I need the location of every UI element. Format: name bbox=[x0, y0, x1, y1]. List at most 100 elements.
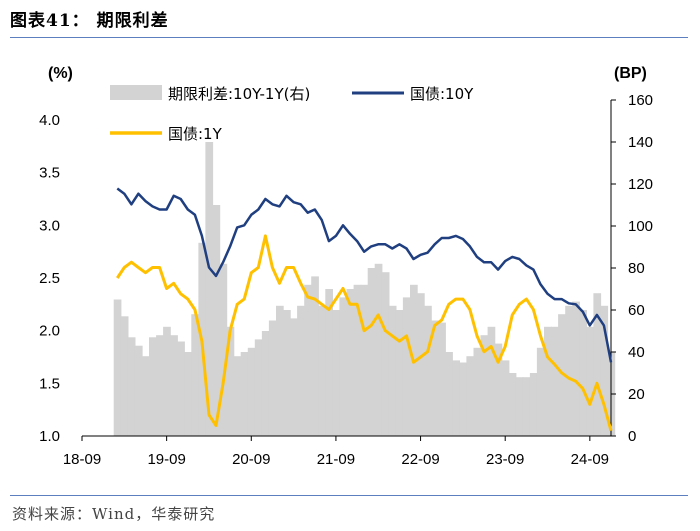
source-note: 资料来源：Wind，华泰研究 bbox=[12, 505, 216, 523]
spread-bar bbox=[473, 347, 482, 436]
x-tick-label: 19-09 bbox=[147, 451, 185, 468]
spread-bar bbox=[431, 320, 439, 436]
spread-bar bbox=[240, 352, 249, 436]
x-tick-label: 23-09 bbox=[486, 451, 524, 468]
legend-swatch-spread bbox=[110, 85, 162, 100]
spread-bar bbox=[304, 284, 312, 436]
spread-bar bbox=[374, 263, 383, 436]
spread-bar bbox=[311, 276, 319, 436]
spread-bar bbox=[318, 305, 326, 436]
spread-bar bbox=[515, 377, 524, 436]
axes-layer: 1.0 1.5 2.0 2.5 3.0 3.5 4.0 0 20 40 60 80 100 120 140 1… bbox=[39, 92, 653, 468]
spread-bar bbox=[184, 352, 192, 436]
x-tick-label: 21-09 bbox=[317, 451, 355, 468]
right-tick-label: 100 bbox=[628, 218, 653, 235]
spread-bar bbox=[247, 347, 256, 436]
right-tick-label: 20 bbox=[628, 386, 645, 403]
spread-bar bbox=[170, 335, 178, 436]
spread-bar bbox=[494, 343, 503, 436]
spread-bar bbox=[339, 297, 348, 436]
spread-bar bbox=[353, 284, 362, 436]
right-tick-label: 80 bbox=[628, 260, 645, 277]
spread-bar bbox=[536, 347, 545, 436]
left-tick-label: 2.0 bbox=[39, 323, 60, 340]
spread-bar bbox=[544, 326, 552, 436]
spread-bar bbox=[268, 320, 277, 436]
spread-bar bbox=[466, 356, 475, 436]
spread-bar bbox=[459, 362, 468, 436]
spread-bar bbox=[395, 310, 404, 436]
spread-bar bbox=[586, 326, 594, 436]
spread-bar bbox=[381, 272, 390, 436]
spread-bar bbox=[283, 310, 291, 436]
spread-area-layer bbox=[113, 142, 616, 436]
spread-bar bbox=[113, 299, 122, 436]
spread-bar bbox=[367, 268, 376, 436]
left-axis-unit: (%) bbox=[48, 65, 73, 82]
spread-bar bbox=[508, 373, 517, 436]
spread-bar bbox=[254, 339, 263, 436]
spread-bar bbox=[579, 310, 587, 436]
spread-bar bbox=[402, 297, 411, 436]
right-tick-label: 40 bbox=[628, 344, 645, 361]
spread-bar bbox=[522, 377, 531, 436]
spread-bar bbox=[276, 305, 284, 436]
spread-bar bbox=[325, 289, 333, 436]
x-tick-label: 24-09 bbox=[571, 451, 609, 468]
spread-bar bbox=[572, 301, 580, 436]
spread-bar bbox=[142, 356, 150, 436]
right-tick-label: 60 bbox=[628, 302, 645, 319]
x-tick-label: 22-09 bbox=[401, 451, 439, 468]
legend-label-10y: 国债:10Y bbox=[410, 85, 474, 103]
spread-bar bbox=[600, 305, 609, 436]
spread-bar bbox=[290, 318, 298, 436]
spread-bar bbox=[191, 314, 199, 436]
spread-bar bbox=[452, 360, 460, 436]
spread-bar bbox=[346, 289, 355, 436]
spread-bar bbox=[127, 337, 136, 436]
title-divider bbox=[10, 37, 688, 38]
left-tick-label: 3.0 bbox=[39, 217, 60, 234]
series-10y-line bbox=[116, 187, 613, 363]
spread-bar bbox=[177, 341, 185, 436]
spread-bar bbox=[424, 305, 432, 436]
spread-bar bbox=[205, 142, 214, 436]
left-tick-label: 3.5 bbox=[39, 165, 60, 182]
spread-bar bbox=[120, 316, 129, 436]
left-tick-label: 1.5 bbox=[39, 375, 60, 392]
spread-bar bbox=[149, 337, 157, 436]
spread-bar bbox=[297, 305, 305, 436]
spread-bar bbox=[261, 331, 270, 436]
spread-bar bbox=[480, 335, 489, 436]
spread-bar bbox=[593, 293, 602, 436]
lines-layer bbox=[116, 187, 613, 432]
left-tick-label: 2.5 bbox=[39, 270, 60, 287]
spread-bar bbox=[134, 345, 143, 436]
spread-bar bbox=[438, 322, 446, 436]
spread-bar bbox=[417, 293, 425, 436]
right-tick-label: 160 bbox=[628, 92, 653, 109]
x-tick-label: 18-09 bbox=[63, 451, 101, 468]
legend: 期限利差:10Y-1Y(右) 国债:10Y 国债:1Y bbox=[110, 85, 474, 143]
figure-title: 图表41： 期限利差 bbox=[10, 11, 169, 31]
spread-bar bbox=[226, 326, 235, 436]
spread-bar bbox=[163, 326, 171, 436]
right-tick-label: 0 bbox=[628, 428, 636, 445]
left-tick-label: 1.0 bbox=[39, 428, 60, 445]
spread-bar bbox=[501, 360, 510, 436]
footer-divider bbox=[10, 495, 688, 496]
left-tick-label: 4.0 bbox=[39, 112, 60, 129]
spread-bar bbox=[233, 356, 242, 436]
spread-bar bbox=[565, 305, 573, 436]
spread-bar bbox=[388, 305, 397, 436]
spread-bar bbox=[445, 352, 453, 436]
spread-bar bbox=[529, 373, 538, 436]
legend-label-1y: 国债:1Y bbox=[168, 125, 223, 143]
spread-bar bbox=[551, 326, 559, 436]
spread-bar bbox=[156, 335, 164, 436]
spread-bar bbox=[332, 310, 341, 436]
right-tick-label: 120 bbox=[628, 176, 653, 193]
spread-bar bbox=[212, 205, 221, 436]
spread-bar bbox=[487, 326, 496, 436]
